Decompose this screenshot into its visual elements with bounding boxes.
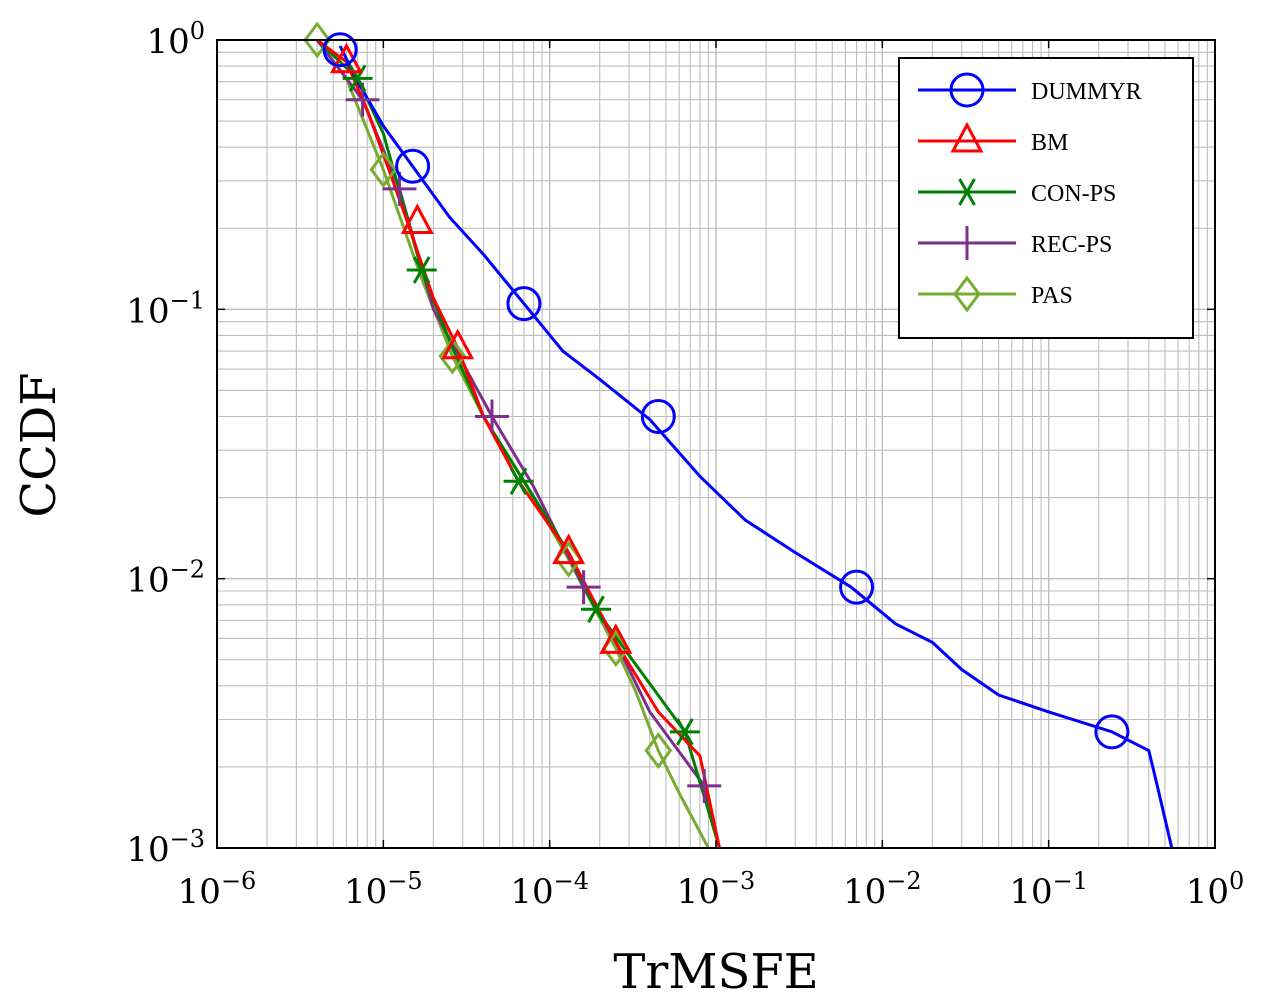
x-tick-label: 10−6 bbox=[178, 867, 257, 912]
marker-con-ps bbox=[669, 718, 700, 746]
marker-rec-ps bbox=[566, 570, 601, 605]
grid-lines bbox=[216, 40, 1215, 849]
x-tick-label: 10−5 bbox=[344, 867, 423, 912]
marker-pas bbox=[369, 151, 398, 189]
marker-dummyr bbox=[322, 32, 358, 68]
marker-con-ps-d2 bbox=[348, 64, 367, 93]
legend-marker-con-ps bbox=[952, 178, 982, 206]
marker-pas bbox=[644, 732, 673, 770]
legend-box bbox=[898, 57, 1194, 339]
legend-marker-dummyr bbox=[949, 72, 985, 108]
series-line-dummyr bbox=[338, 45, 1174, 849]
marker-dummyr bbox=[839, 569, 875, 605]
marker-con-ps-d2 bbox=[412, 256, 431, 284]
marker-bm bbox=[441, 328, 475, 360]
marker-con-ps bbox=[581, 595, 612, 623]
marker-pas bbox=[438, 337, 467, 375]
x-axis-ticks: 10−6 10−5 10−4 10−3 10−2 10−1 100 bbox=[178, 40, 1245, 912]
marker-rec-ps bbox=[474, 399, 509, 434]
marker-bm bbox=[552, 533, 586, 565]
series-markers bbox=[303, 21, 1130, 803]
marker-con-ps bbox=[406, 256, 437, 284]
x-axis-title: TrMSFE bbox=[613, 944, 818, 1000]
marker-bm bbox=[400, 203, 434, 235]
legend-marker-rec-ps bbox=[950, 226, 984, 260]
legend-label-rec-ps: REC-PS bbox=[1031, 232, 1112, 258]
y-axis-ticks: 10−3 10−2 10−1 100 bbox=[126, 17, 1215, 870]
marker-bm bbox=[599, 623, 633, 654]
y-tick-label: 10−2 bbox=[126, 556, 205, 601]
marker-dummyr bbox=[640, 399, 676, 435]
legend-label-dummyr: DUMMYR bbox=[1031, 79, 1142, 105]
legend-label-con-ps: CON-PS bbox=[1031, 181, 1116, 207]
y-tick-label: 100 bbox=[146, 17, 205, 62]
marker-dummyr bbox=[1094, 714, 1130, 750]
marker-con-ps-d2 bbox=[509, 467, 528, 495]
marker-pas bbox=[303, 21, 332, 59]
x-tick-label: 10−3 bbox=[677, 867, 756, 912]
legend-marker-pas bbox=[953, 275, 981, 313]
legend-label-pas: PAS bbox=[1031, 283, 1073, 309]
y-tick-label: 10−3 bbox=[126, 825, 205, 870]
x-tick-label: 10−4 bbox=[510, 867, 589, 912]
marker-con-ps bbox=[503, 467, 534, 495]
marker-dummyr bbox=[506, 286, 542, 322]
marker-con-ps-d2 bbox=[676, 718, 694, 746]
legend-marker-con-ps-d2 bbox=[958, 178, 976, 206]
x-tick-label: 10−1 bbox=[1009, 867, 1088, 912]
series-line-con-ps bbox=[316, 38, 721, 849]
legend-label-bm: BM bbox=[1031, 130, 1068, 156]
x-tick-label: 10−2 bbox=[843, 867, 922, 912]
y-tick-label: 10−1 bbox=[126, 286, 205, 331]
marker-dummyr bbox=[395, 148, 431, 184]
legend-marker-bm bbox=[950, 121, 984, 153]
legend: DUMMYR BM CON-PS REC-PS PAS bbox=[898, 57, 1194, 339]
y-axis-title: CCDF bbox=[11, 372, 67, 517]
marker-rec-ps bbox=[687, 768, 722, 803]
marker-con-ps bbox=[342, 64, 373, 93]
marker-con-ps-d2 bbox=[587, 595, 605, 623]
series-line-bm bbox=[316, 38, 721, 849]
x-tick-label: 100 bbox=[1186, 867, 1245, 912]
